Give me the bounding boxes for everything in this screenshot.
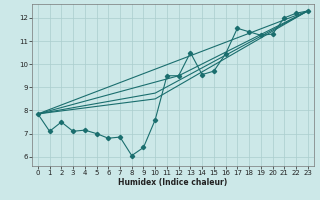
X-axis label: Humidex (Indice chaleur): Humidex (Indice chaleur)	[118, 178, 228, 187]
